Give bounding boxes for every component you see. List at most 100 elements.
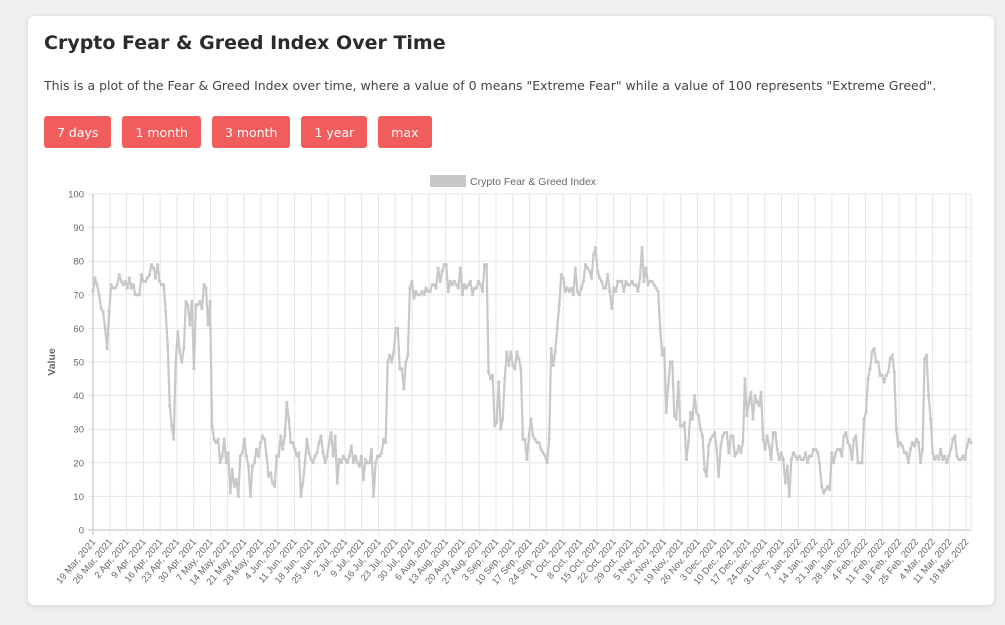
- data-point[interactable]: [117, 273, 121, 277]
- data-point[interactable]: [285, 400, 289, 404]
- data-point[interactable]: [791, 451, 795, 455]
- data-point[interactable]: [186, 303, 190, 307]
- data-point[interactable]: [596, 269, 600, 273]
- data-point[interactable]: [711, 434, 715, 438]
- range-1-month-button[interactable]: 1 month: [122, 116, 201, 148]
- data-point[interactable]: [559, 273, 563, 277]
- data-point[interactable]: [256, 454, 261, 458]
- data-point[interactable]: [698, 427, 703, 431]
- data-point[interactable]: [414, 289, 418, 294]
- data-point[interactable]: [700, 434, 705, 438]
- data-point[interactable]: [390, 360, 394, 364]
- range-3-month-button[interactable]: 3 month: [211, 116, 291, 148]
- data-point[interactable]: [783, 481, 787, 485]
- data-point[interactable]: [920, 447, 925, 451]
- data-point[interactable]: [174, 360, 178, 364]
- data-point[interactable]: [676, 380, 680, 384]
- data-point[interactable]: [793, 454, 798, 458]
- data-point[interactable]: [963, 457, 967, 462]
- data-point[interactable]: [916, 441, 921, 445]
- data-point[interactable]: [357, 464, 362, 468]
- data-point[interactable]: [527, 434, 531, 438]
- data-point[interactable]: [682, 420, 686, 425]
- data-point[interactable]: [291, 441, 295, 445]
- data-point[interactable]: [464, 286, 468, 290]
- data-point[interactable]: [172, 437, 176, 441]
- data-point[interactable]: [579, 286, 584, 290]
- data-point[interactable]: [101, 310, 105, 314]
- data-point[interactable]: [234, 478, 238, 482]
- data-point[interactable]: [721, 434, 725, 438]
- data-point[interactable]: [331, 454, 335, 458]
- data-point[interactable]: [351, 461, 355, 465]
- data-point[interactable]: [553, 350, 557, 354]
- data-point[interactable]: [355, 461, 360, 465]
- data-point[interactable]: [880, 373, 884, 378]
- data-point[interactable]: [363, 457, 368, 462]
- data-point[interactable]: [281, 447, 285, 451]
- data-point[interactable]: [654, 286, 658, 290]
- data-point[interactable]: [218, 461, 222, 465]
- data-point[interactable]: [672, 414, 676, 418]
- data-point[interactable]: [158, 279, 162, 283]
- data-point[interactable]: [178, 350, 182, 354]
- data-point[interactable]: [119, 279, 123, 283]
- data-point[interactable]: [269, 471, 273, 475]
- data-point[interactable]: [690, 417, 695, 421]
- data-point[interactable]: [820, 484, 824, 488]
- data-point[interactable]: [692, 394, 697, 398]
- data-point[interactable]: [254, 447, 259, 451]
- data-point[interactable]: [906, 461, 911, 465]
- data-point[interactable]: [731, 434, 735, 438]
- data-point[interactable]: [872, 346, 876, 351]
- data-point[interactable]: [131, 283, 135, 287]
- data-point[interactable]: [696, 414, 701, 418]
- data-point[interactable]: [129, 286, 133, 290]
- data-point[interactable]: [287, 417, 291, 421]
- data-point[interactable]: [339, 461, 343, 465]
- data-point[interactable]: [509, 350, 513, 354]
- data-point[interactable]: [787, 494, 791, 498]
- data-point[interactable]: [325, 454, 329, 458]
- data-point[interactable]: [373, 461, 378, 465]
- data-point[interactable]: [367, 461, 372, 465]
- data-point[interactable]: [448, 279, 452, 283]
- data-point[interactable]: [882, 380, 886, 384]
- data-point[interactable]: [727, 451, 731, 455]
- data-point[interactable]: [610, 306, 614, 310]
- data-point[interactable]: [767, 444, 771, 448]
- data-point[interactable]: [569, 286, 573, 290]
- data-point[interactable]: [737, 444, 741, 448]
- data-point[interactable]: [99, 306, 103, 310]
- data-point[interactable]: [745, 414, 749, 418]
- data-point[interactable]: [499, 427, 503, 431]
- data-point[interactable]: [196, 303, 200, 307]
- data-point[interactable]: [927, 394, 931, 398]
- data-point[interactable]: [614, 289, 618, 294]
- data-point[interactable]: [864, 410, 868, 414]
- data-point[interactable]: [775, 447, 779, 451]
- data-point[interactable]: [741, 441, 745, 445]
- data-point[interactable]: [507, 363, 511, 367]
- data-point[interactable]: [113, 286, 117, 290]
- data-point[interactable]: [307, 451, 311, 455]
- data-point[interactable]: [953, 434, 957, 438]
- data-point[interactable]: [709, 437, 713, 441]
- data-point[interactable]: [725, 430, 729, 435]
- data-point[interactable]: [751, 417, 755, 421]
- data-point[interactable]: [523, 437, 527, 441]
- data-point[interactable]: [115, 283, 119, 287]
- data-point[interactable]: [478, 283, 483, 287]
- data-point[interactable]: [121, 283, 125, 287]
- data-point[interactable]: [240, 451, 244, 455]
- data-point[interactable]: [216, 437, 220, 441]
- data-point[interactable]: [248, 494, 253, 498]
- data-point[interactable]: [466, 283, 471, 287]
- data-point[interactable]: [801, 457, 806, 462]
- data-point[interactable]: [658, 326, 662, 330]
- data-point[interactable]: [95, 283, 99, 287]
- data-point[interactable]: [949, 447, 953, 451]
- data-point[interactable]: [947, 454, 951, 458]
- data-point[interactable]: [735, 451, 739, 455]
- data-point[interactable]: [585, 266, 590, 270]
